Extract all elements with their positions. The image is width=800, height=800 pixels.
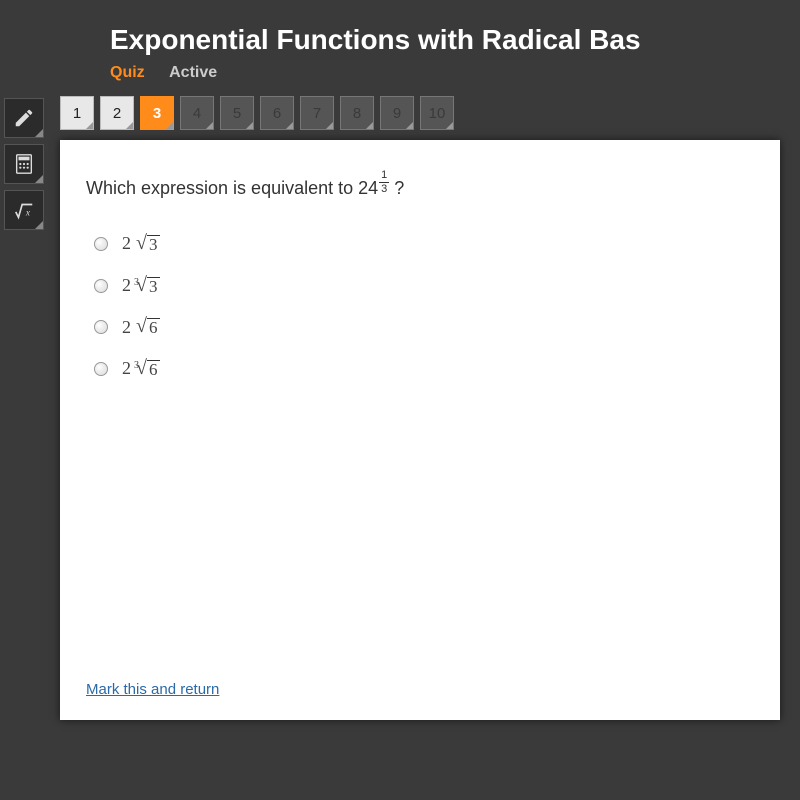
radio-button[interactable]	[94, 362, 108, 376]
calculator-icon	[13, 153, 35, 175]
pencil-icon	[13, 107, 35, 129]
option-expression: 2√6	[122, 316, 160, 338]
prompt-exponent: 13	[379, 170, 389, 195]
svg-text:x: x	[25, 208, 30, 218]
question-nav-9: 9	[380, 96, 414, 130]
tool-radical[interactable]: x	[4, 190, 44, 230]
option-expression: 23√6	[122, 358, 160, 380]
prompt-pre: Which expression is equivalent to	[86, 178, 358, 198]
radio-button[interactable]	[94, 320, 108, 334]
question-nav-6: 6	[260, 96, 294, 130]
prompt-base: 24	[358, 178, 378, 199]
option-expression: 23√3	[122, 275, 160, 297]
tool-pencil[interactable]	[4, 98, 44, 138]
tab-quiz[interactable]: Quiz	[110, 64, 145, 82]
question-nav-10: 10	[420, 96, 454, 130]
question-nav-1[interactable]: 1	[60, 96, 94, 130]
page-title: Exponential Functions with Radical Bas	[0, 0, 800, 64]
radical-icon: x	[13, 199, 35, 221]
answer-option-4[interactable]: 23√6	[94, 358, 754, 380]
radio-button[interactable]	[94, 279, 108, 293]
question-prompt: Which expression is equivalent to 2413 ?	[86, 170, 754, 199]
question-nav-2[interactable]: 2	[100, 96, 134, 130]
question-nav: 12345678910	[48, 92, 800, 140]
prompt-post: ?	[394, 178, 404, 198]
exp-denominator: 3	[381, 184, 387, 195]
question-nav-4: 4	[180, 96, 214, 130]
question-nav-3[interactable]: 3	[140, 96, 174, 130]
question-nav-5: 5	[220, 96, 254, 130]
question-nav-8: 8	[340, 96, 374, 130]
answer-options: 2√3 23√3 2√6 23√6	[86, 233, 754, 380]
left-toolbar: x	[0, 92, 48, 720]
answer-option-3[interactable]: 2√6	[94, 316, 754, 338]
option-expression: 2√3	[122, 233, 160, 255]
tab-active[interactable]: Active	[169, 64, 217, 82]
tab-bar: Quiz Active	[0, 64, 800, 92]
answer-option-2[interactable]: 23√3	[94, 275, 754, 297]
tool-calculator[interactable]	[4, 144, 44, 184]
question-panel: Which expression is equivalent to 2413 ?…	[60, 140, 780, 720]
mark-return-link[interactable]: Mark this and return	[86, 681, 219, 698]
radio-button[interactable]	[94, 237, 108, 251]
exp-numerator: 1	[381, 170, 387, 181]
answer-option-1[interactable]: 2√3	[94, 233, 754, 255]
question-nav-7: 7	[300, 96, 334, 130]
